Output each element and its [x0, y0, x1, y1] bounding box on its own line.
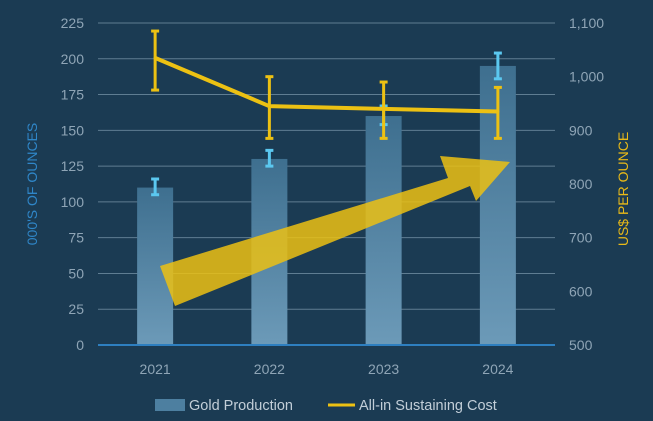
line-point: [267, 104, 271, 108]
legend-label-aisc: All-in Sustaining Cost: [359, 398, 497, 414]
y-right-tick-label: 1,100: [569, 15, 604, 31]
legend-label-gold-production: Gold Production: [189, 398, 293, 414]
legend: Gold Production All-in Sustaining Cost: [155, 398, 497, 414]
y-left-tick-label: 50: [68, 265, 84, 281]
y-left-tick-label: 200: [61, 51, 85, 67]
y-left-tick-label: 25: [68, 301, 84, 317]
trend-arrow-layer: [160, 156, 510, 306]
y-right-tick-label: 1,000: [569, 69, 604, 85]
y-left-tick-label: 0: [76, 337, 84, 353]
axes: 0 25 50 75 100 125 150 175 200 225 500 600 700 800 900…: [61, 15, 605, 377]
y-right-tick-label: 900: [569, 122, 593, 138]
y-left-tick-label: 75: [68, 230, 84, 246]
trend-arrow: [160, 156, 510, 306]
line-series: [151, 29, 502, 140]
bar-series: [137, 51, 516, 346]
line-point: [382, 107, 386, 111]
y-axis-right-title: US$ PER OUNCE: [615, 132, 631, 246]
y-left-tick-label: 225: [61, 15, 85, 31]
y-right-tick-label: 500: [569, 337, 593, 353]
line-point: [496, 110, 500, 114]
bar: [365, 116, 402, 346]
y-right-tick-label: 800: [569, 176, 593, 192]
aisc-line: [154, 56, 498, 114]
y-right-tick-label: 700: [569, 230, 593, 246]
y-right-tick-label: 600: [569, 283, 593, 299]
y-left-tick-label: 100: [61, 194, 85, 210]
x-tick-label: 2024: [482, 361, 513, 377]
x-tick-label: 2023: [368, 361, 399, 377]
y-axis-left-title: 000'S OF OUNCES: [24, 123, 40, 246]
legend-swatch-gold-production: [155, 399, 185, 411]
x-tick-label: 2022: [254, 361, 285, 377]
y-left-tick-label: 125: [61, 158, 85, 174]
y-left-tick-label: 175: [61, 87, 85, 103]
line-point: [153, 56, 157, 60]
y-left-tick-label: 150: [61, 122, 85, 138]
x-tick-label: 2021: [140, 361, 171, 377]
